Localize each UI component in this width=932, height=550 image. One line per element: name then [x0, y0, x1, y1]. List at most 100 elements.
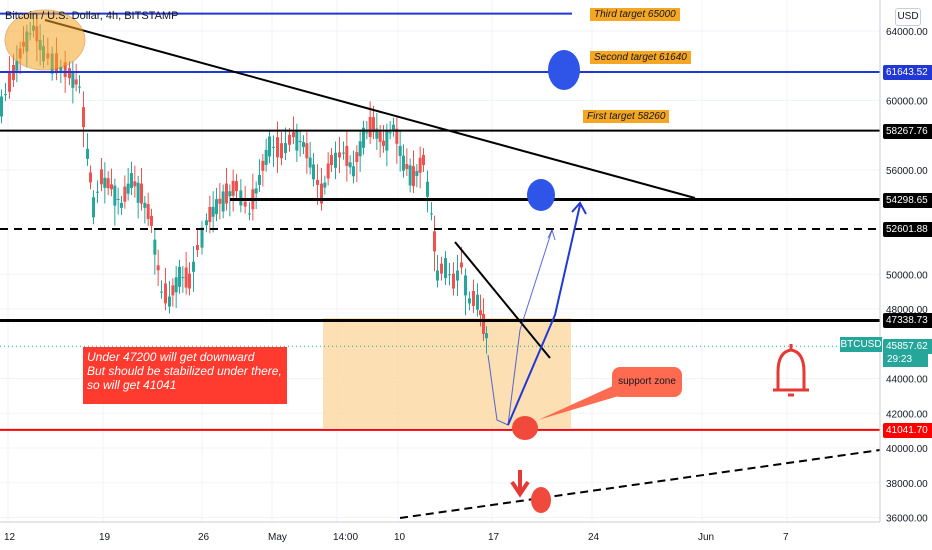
- candle-body: [192, 261, 195, 272]
- y-tick-label: 42000.00: [886, 409, 928, 420]
- candle-body: [68, 68, 71, 79]
- price-tag: 58267.76: [883, 123, 932, 139]
- candle-body: [268, 136, 271, 157]
- x-tick-label: 17: [488, 532, 500, 543]
- candle-body: [358, 141, 362, 157]
- candle-body: [388, 132, 392, 134]
- price-tag: 47338.73: [883, 313, 932, 329]
- candle-body: [375, 128, 379, 139]
- candle-body: [476, 294, 479, 310]
- currency-button[interactable]: USD: [895, 8, 921, 26]
- note-line-2: But should be stabilized under there,: [87, 364, 282, 378]
- candle-body: [153, 239, 157, 255]
- candle-body: [298, 141, 302, 143]
- candle-body: [171, 285, 175, 296]
- y-tick-label: 60000.00: [886, 97, 928, 108]
- candle-body: [338, 152, 341, 158]
- candle-body: [123, 186, 127, 202]
- candle-body: [113, 185, 117, 206]
- candle-body: [258, 174, 261, 185]
- candle-body: [184, 267, 188, 288]
- candle-body: [168, 296, 171, 307]
- first-target-label: First target 58260: [583, 110, 670, 123]
- support-zone-rect: [323, 318, 571, 428]
- support-marker: [512, 416, 538, 440]
- candle-body: [418, 157, 422, 173]
- candle-body: [261, 160, 265, 171]
- candle-body: [272, 146, 275, 148]
- candle-body: [362, 127, 365, 148]
- candle-body: [254, 188, 258, 194]
- x-tick-label: 24: [588, 532, 600, 543]
- candles: [0, 14, 488, 354]
- candle-body: [378, 131, 382, 142]
- candle-body: [228, 191, 232, 197]
- candle-body: [345, 145, 349, 166]
- candle-body: [326, 163, 330, 179]
- candle-body: [382, 140, 385, 146]
- candle-body: [280, 143, 283, 159]
- candle-body: [433, 231, 436, 252]
- candle-body: [415, 171, 419, 177]
- candle-body: [342, 152, 345, 154]
- candle-body: [231, 180, 235, 196]
- candle-body: [4, 94, 7, 96]
- candle-body: [448, 274, 451, 276]
- x-tick-label: 19: [99, 532, 111, 543]
- y-tick-label: 50000.00: [886, 270, 928, 281]
- grid: [0, 0, 880, 522]
- candle-body: [295, 130, 299, 151]
- candle-body: [218, 198, 222, 204]
- candle-body: [460, 262, 463, 268]
- candle-body: [133, 181, 137, 187]
- support-zone-label: support zone: [612, 367, 682, 397]
- candle-body: [355, 152, 359, 163]
- candle-body: [164, 283, 167, 304]
- price-tag: 61643.52: [883, 64, 932, 80]
- y-tick-label: 38000.00: [886, 479, 928, 490]
- projection-arrows: [487, 201, 587, 426]
- time-axis[interactable]: 12 19 26 May 14:00 10 17 24 Jun 7: [4, 532, 789, 543]
- candle-body: [74, 79, 78, 85]
- bottom-marker: [531, 487, 551, 513]
- candle-body: [243, 201, 247, 207]
- candle-body: [440, 263, 443, 274]
- candle-body: [120, 202, 123, 208]
- candle-body: [408, 165, 412, 186]
- candle-body: [181, 277, 185, 279]
- second-target-label: Second target 61640: [590, 51, 691, 64]
- price-tag: 45857.62: [883, 339, 932, 355]
- candle-body: [284, 143, 287, 154]
- candle-body: [86, 148, 89, 159]
- candle-body: [398, 145, 402, 156]
- candle-body: [59, 66, 63, 72]
- horizontal-levels: [0, 12, 880, 431]
- candle-body: [92, 197, 95, 218]
- y-tick-label: 44000.00: [886, 375, 928, 386]
- x-tick-label: 7: [783, 532, 789, 543]
- candle-body: [264, 149, 268, 165]
- support-bubble-pointer: [538, 385, 622, 420]
- candle-body: [8, 71, 11, 92]
- candle-body: [456, 270, 459, 281]
- candle-body: [208, 206, 212, 222]
- candle-body: [239, 190, 243, 206]
- note-line-1: Under 47200 will get downward: [87, 350, 255, 364]
- descending-trendline: [44, 19, 696, 199]
- price-axis[interactable]: 36000.00 38000.00 40000.00 42000.00 44000.00…: [886, 27, 928, 525]
- candle-body: [188, 273, 191, 289]
- candle-body: [485, 333, 488, 339]
- bell-alert-icon[interactable]: [773, 344, 809, 397]
- candle-body: [100, 169, 103, 185]
- candle-body: [482, 313, 485, 334]
- candle-body: [302, 142, 305, 148]
- candle-body: [0, 96, 3, 117]
- x-tick-label: 12: [4, 532, 16, 543]
- candle-body: [63, 62, 67, 78]
- candle-body: [392, 124, 395, 130]
- candle-body: [235, 181, 238, 192]
- candle-body: [468, 298, 471, 304]
- candle-body: [110, 184, 113, 190]
- price-tag: 54298.65: [883, 192, 932, 208]
